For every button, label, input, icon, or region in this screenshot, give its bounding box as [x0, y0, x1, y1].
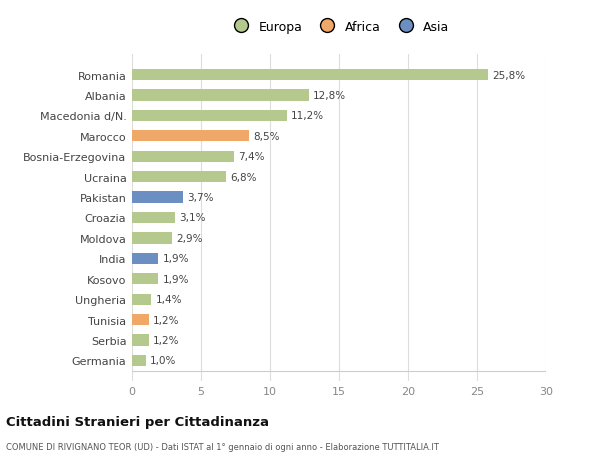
Text: 3,7%: 3,7% [187, 193, 214, 203]
Text: 7,4%: 7,4% [238, 152, 265, 162]
Bar [132, 172, 226, 183]
Text: COMUNE DI RIVIGNANO TEOR (UD) - Dati ISTAT al 1° gennaio di ogni anno - Elaboraz: COMUNE DI RIVIGNANO TEOR (UD) - Dati IST… [6, 442, 439, 451]
Text: 12,8%: 12,8% [313, 91, 346, 101]
Text: 1,2%: 1,2% [152, 315, 179, 325]
Legend: Europa, Africa, Asia: Europa, Africa, Asia [223, 16, 455, 39]
Bar [132, 355, 146, 366]
Text: 25,8%: 25,8% [492, 71, 526, 80]
Text: 8,5%: 8,5% [253, 132, 280, 141]
Bar [132, 111, 287, 122]
Bar [132, 314, 149, 325]
Text: 1,4%: 1,4% [155, 295, 182, 304]
Text: 6,8%: 6,8% [230, 172, 256, 182]
Bar [132, 90, 308, 101]
Bar [132, 192, 183, 203]
Bar [132, 70, 488, 81]
Text: 1,9%: 1,9% [163, 254, 189, 264]
Text: Cittadini Stranieri per Cittadinanza: Cittadini Stranieri per Cittadinanza [6, 415, 269, 428]
Text: 3,1%: 3,1% [179, 213, 205, 223]
Bar [132, 213, 175, 224]
Text: 1,0%: 1,0% [150, 356, 176, 365]
Text: 2,9%: 2,9% [176, 233, 203, 243]
Bar [132, 335, 149, 346]
Text: 1,9%: 1,9% [163, 274, 189, 284]
Bar [132, 294, 151, 305]
Bar [132, 131, 250, 142]
Text: 11,2%: 11,2% [290, 111, 324, 121]
Bar [132, 233, 172, 244]
Bar [132, 274, 158, 285]
Text: 1,2%: 1,2% [152, 335, 179, 345]
Bar [132, 253, 158, 264]
Bar [132, 151, 234, 162]
